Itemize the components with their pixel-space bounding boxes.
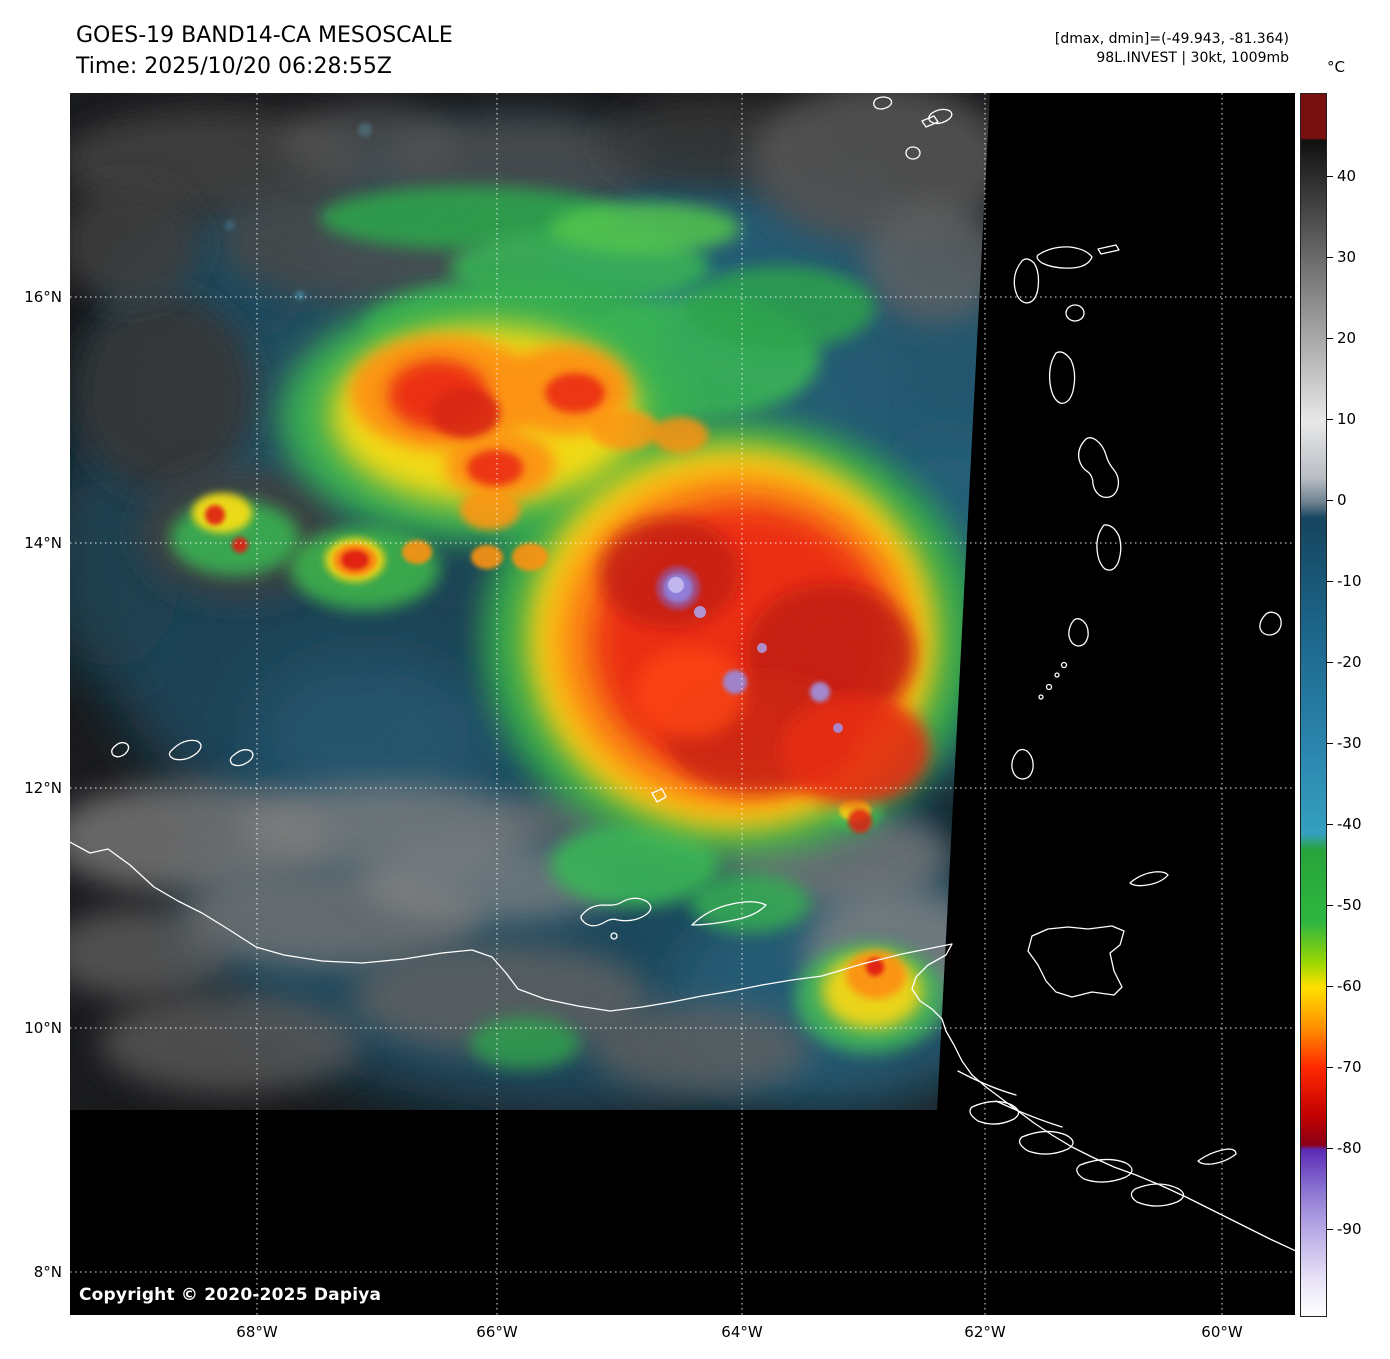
- grenadines-islet: [1045, 683, 1053, 691]
- trinidad-coastline: [1027, 925, 1125, 998]
- colorbar-tick: -50: [1326, 896, 1362, 914]
- colorbar-tick: 30: [1325, 248, 1357, 266]
- mesoscale-data-sector: [70, 93, 990, 1110]
- lon-label-66w: 66°W: [476, 1323, 518, 1341]
- lon-label-68w: 68°W: [236, 1323, 278, 1341]
- araya-peninsula: [691, 901, 767, 926]
- satellite-map: Copyright © 2020-2025 Dapiya: [70, 93, 1295, 1315]
- delta-island: [1130, 1183, 1185, 1207]
- satellite-image: [70, 93, 1295, 1315]
- lon-label-60w: 60°W: [1201, 1323, 1243, 1341]
- colorbar-tick: 10: [1325, 410, 1357, 428]
- grenadines-islet: [1060, 661, 1068, 669]
- product-time: Time: 2025/10/20 06:28:55Z: [76, 54, 392, 79]
- st-vincent-coastline: [1068, 618, 1089, 647]
- martinique-coastline: [1078, 437, 1120, 498]
- colorbar-tick: -20: [1326, 653, 1362, 671]
- storm-readout: 98L.INVEST | 30kt, 1009mb: [1096, 50, 1289, 66]
- product-title: GOES-19 BAND14-CA MESOSCALE: [76, 23, 453, 48]
- orinoco-delta-channels: [957, 1070, 1063, 1128]
- colorbar-tick: -10: [1326, 572, 1362, 590]
- copyright-label: Copyright © 2020-2025 Dapiya: [79, 1285, 382, 1305]
- colorbar-tick: 0: [1326, 491, 1347, 509]
- northern-islands-outline: [873, 96, 893, 110]
- sensor-noise-overlay: [70, 93, 990, 1110]
- colorbar-tick: -70: [1326, 1058, 1362, 1076]
- st-lucia-coastline: [1096, 524, 1122, 571]
- colorbar-gradient: [1300, 93, 1327, 1317]
- lat-label-16n: 16°N: [24, 288, 62, 306]
- lat-label-10n: 10°N: [24, 1019, 62, 1037]
- northern-islands-outline: [921, 115, 939, 128]
- barbados-coastline: [1259, 611, 1282, 636]
- venezuela-coastline: [70, 841, 1295, 1252]
- product-meta: [dmax, dmin]=(-49.943, -81.364) 98L.INVE…: [1055, 30, 1289, 68]
- grenadines-islet: [1054, 672, 1060, 678]
- colorbar-tick: -30: [1326, 734, 1362, 752]
- delta-island: [1076, 1158, 1133, 1183]
- colorbar-tick: -80: [1326, 1139, 1362, 1157]
- grenadines-islet: [1038, 694, 1044, 700]
- colorbar-tick: 40: [1325, 167, 1357, 185]
- delta-island: [1018, 1130, 1074, 1155]
- coche-islet: [610, 932, 618, 940]
- colorbar-tick: -40: [1326, 815, 1362, 833]
- delta-island: [969, 1100, 1020, 1125]
- bonaire-coastline: [229, 749, 254, 767]
- product-header: GOES-19 BAND14-CA MESOSCALE Time: 2025/1…: [76, 20, 453, 82]
- grenada-coastline: [1011, 748, 1034, 780]
- dmax-dmin-readout: [dmax, dmin]=(-49.943, -81.364): [1054, 31, 1289, 47]
- lat-label-8n: 8°N: [33, 1263, 62, 1281]
- guadeloupe-west: [1013, 258, 1040, 304]
- colorbar-unit-label: °C: [1327, 58, 1345, 76]
- coastlines: [70, 96, 1295, 1252]
- la-blanquilla: [651, 788, 667, 803]
- lat-label-14n: 14°N: [24, 534, 62, 552]
- aruba-coastline: [111, 741, 130, 758]
- colorbar-tick: 20: [1325, 329, 1357, 347]
- la-desirade: [1097, 244, 1120, 255]
- margarita-coastline: [580, 897, 652, 927]
- dominica-coastline: [1048, 351, 1076, 404]
- northern-islands-outline: [928, 108, 953, 125]
- curacao-coastline: [168, 739, 202, 761]
- northern-islands-outline: [905, 146, 921, 160]
- colorbar-tick: -90: [1326, 1220, 1362, 1238]
- lat-label-12n: 12°N: [24, 779, 62, 797]
- colorbar-tick: -60: [1326, 977, 1362, 995]
- tobago-coastline: [1129, 871, 1169, 887]
- guadeloupe-east: [1036, 246, 1093, 269]
- small-island-outline: [1197, 1148, 1237, 1165]
- grid-lines: [70, 93, 1295, 1315]
- marie-galante: [1065, 304, 1085, 322]
- lon-label-62w: 62°W: [964, 1323, 1006, 1341]
- lon-label-64w: 64°W: [721, 1323, 763, 1341]
